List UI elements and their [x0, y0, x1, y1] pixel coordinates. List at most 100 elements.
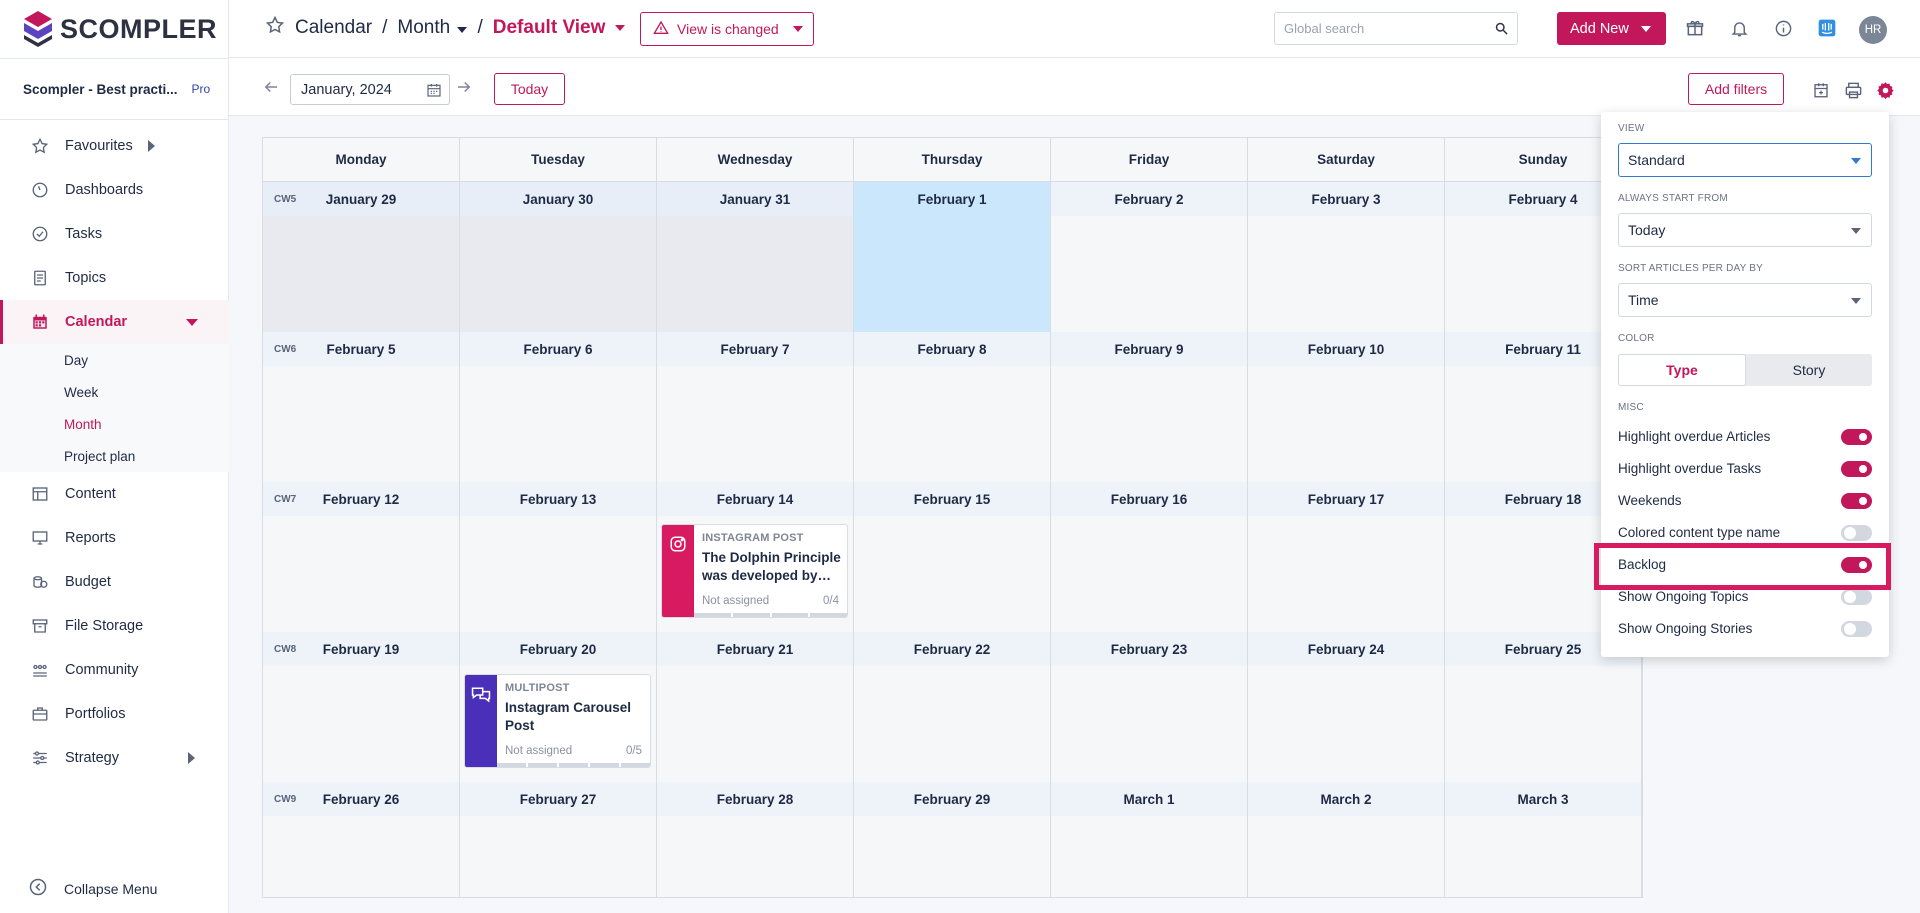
user-avatar[interactable]: HR [1859, 16, 1887, 44]
day-cell[interactable]: February 28 [657, 782, 854, 897]
calendar-settings-panel: VIEW Standard ALWAYS START FROM Today SO… [1601, 112, 1889, 657]
weekends-switch[interactable] [1841, 493, 1872, 509]
day-date: February 2 [1114, 191, 1184, 207]
day-cell[interactable]: CW9 February 26 [263, 782, 460, 897]
breadcrumb-calendar[interactable]: Calendar [295, 17, 373, 38]
sidebar-item-topics[interactable]: Topics [0, 256, 229, 300]
sidebar-item-portfolios[interactable]: Portfolios [0, 692, 229, 736]
print-icon[interactable] [1843, 80, 1863, 100]
day-cell[interactable]: CW7 February 12 [263, 482, 460, 632]
day-cell[interactable]: February 20 MULTIPOST Instagram Carousel… [460, 632, 657, 782]
day-cell[interactable]: March 3 [1445, 782, 1642, 897]
sidebar-subitem-day[interactable]: Day [64, 352, 89, 368]
day-cell[interactable]: March 1 [1051, 782, 1248, 897]
sidebar-item-reports[interactable]: Reports [0, 516, 229, 560]
favourite-star-icon[interactable] [265, 15, 285, 41]
day-date: February 11 [1505, 341, 1581, 357]
gift-icon[interactable] [1684, 17, 1706, 39]
day-cell[interactable]: CW6 February 5 [263, 332, 460, 482]
day-cell[interactable]: February 3 [1248, 182, 1445, 332]
view-select[interactable]: Standard [1618, 143, 1872, 177]
day-cell[interactable]: February 17 [1248, 482, 1445, 632]
day-date: March 2 [1320, 791, 1372, 807]
day-cell[interactable]: February 21 [657, 632, 854, 782]
highlight-overdue-articles-switch[interactable] [1841, 429, 1872, 445]
day-cell[interactable]: February 7 [657, 332, 854, 482]
colored-content-type-name-switch[interactable] [1841, 525, 1872, 541]
global-search-input[interactable]: Global search [1274, 12, 1518, 45]
day-date: February 14 [716, 491, 794, 507]
color-story-option[interactable]: Story [1792, 362, 1826, 378]
add-filters-button[interactable]: Add filters [1688, 73, 1784, 105]
color-type-option[interactable]: Type [1618, 354, 1746, 386]
sidebar-item-content[interactable]: Content [0, 472, 229, 516]
day-cell[interactable]: February 10 [1248, 332, 1445, 482]
show-ongoing-topics-switch[interactable] [1841, 589, 1872, 605]
sidebar-subitem-project-plan[interactable]: Project plan [64, 448, 136, 464]
view-changed-label: View is changed [677, 21, 779, 37]
day-cell[interactable]: February 25 [1445, 632, 1642, 782]
calendar-week-label: CW7 [274, 494, 297, 505]
sidebar-subitem-month[interactable]: Month [64, 416, 102, 432]
content-card-instagram-post[interactable]: INSTAGRAM POST The Dolphin Principle was… [661, 524, 848, 618]
backlog-switch[interactable] [1841, 557, 1872, 573]
day-cell[interactable]: March 2 [1248, 782, 1445, 897]
intercom-icon[interactable] [1816, 17, 1838, 39]
next-arrow-icon[interactable] [455, 78, 475, 96]
content-card-multipost[interactable]: MULTIPOST Instagram Carousel Post Not as… [464, 674, 651, 768]
day-cell[interactable]: CW5 January 29 [263, 182, 460, 332]
collapse-menu-button[interactable]: Collapse Menu [28, 877, 157, 900]
sidebar-item-favourites[interactable]: Favourites [0, 124, 229, 168]
day-cell[interactable]: January 31 [657, 182, 854, 332]
view-selector[interactable]: Default View [493, 17, 626, 39]
sort-select[interactable]: Time [1618, 283, 1872, 317]
day-cell[interactable]: February 24 [1248, 632, 1445, 782]
sidebar-subitem-week[interactable]: Week [64, 384, 99, 400]
day-cell[interactable]: February 16 [1051, 482, 1248, 632]
bell-icon[interactable] [1728, 17, 1750, 39]
weekday-friday: Friday [1051, 138, 1248, 181]
sidebar-item-tasks[interactable]: Tasks [0, 212, 229, 256]
start-from-select[interactable]: Today [1618, 213, 1872, 247]
day-cell[interactable]: February 29 [854, 782, 1051, 897]
info-icon[interactable] [1772, 17, 1794, 39]
show-ongoing-stories-switch[interactable] [1841, 621, 1872, 637]
collapse-caret-icon[interactable] [186, 318, 198, 326]
add-new-button[interactable]: Add New [1557, 12, 1666, 45]
highlight-overdue-tasks-switch[interactable] [1841, 461, 1872, 477]
day-cell[interactable]: February 15 [854, 482, 1051, 632]
day-cell-today[interactable]: February 1 [854, 182, 1051, 332]
day-cell[interactable]: January 30 [460, 182, 657, 332]
calendar-add-icon[interactable] [1811, 80, 1831, 100]
date-picker-input[interactable]: January, 2024 [290, 74, 450, 105]
day-cell[interactable]: February 23 [1051, 632, 1248, 782]
day-cell[interactable]: February 8 [854, 332, 1051, 482]
sidebar-item-budget[interactable]: Budget [0, 560, 229, 604]
day-cell[interactable]: February 9 [1051, 332, 1248, 482]
expand-arrow-icon[interactable] [148, 140, 155, 152]
day-cell[interactable]: February 6 [460, 332, 657, 482]
day-cell[interactable]: February 27 [460, 782, 657, 897]
day-cell[interactable]: CW8 February 19 [263, 632, 460, 782]
sidebar-item-dashboards[interactable]: Dashboards [0, 168, 229, 212]
sidebar-item-community[interactable]: Community [0, 648, 229, 692]
gear-icon[interactable] [1875, 80, 1895, 100]
expand-arrow-icon[interactable] [188, 752, 195, 764]
breadcrumb-month[interactable]: Month [397, 17, 468, 39]
today-button[interactable]: Today [494, 73, 565, 105]
view-changed-button[interactable]: View is changed [640, 12, 814, 46]
card-type-stripe [662, 525, 694, 617]
day-cell[interactable]: February 13 [460, 482, 657, 632]
calendar-icon[interactable] [426, 82, 442, 102]
day-cell[interactable]: February 2 [1051, 182, 1248, 332]
logo[interactable]: SCOMPLER [22, 8, 217, 50]
day-cell[interactable]: February 22 [854, 632, 1051, 782]
sidebar-item-file-storage[interactable]: File Storage [0, 604, 229, 648]
workspace-switcher[interactable]: Scompler - Best practi... Pro [0, 58, 229, 120]
day-date: January 29 [325, 191, 397, 207]
day-cell[interactable]: February 14 INSTAGRAM POST The Dolphin P… [657, 482, 854, 632]
sidebar-item-calendar[interactable]: Calendar [0, 300, 229, 344]
sidebar-item-strategy[interactable]: Strategy [0, 736, 229, 780]
previous-arrow-icon[interactable] [262, 78, 282, 96]
search-icon[interactable] [1494, 21, 1509, 39]
